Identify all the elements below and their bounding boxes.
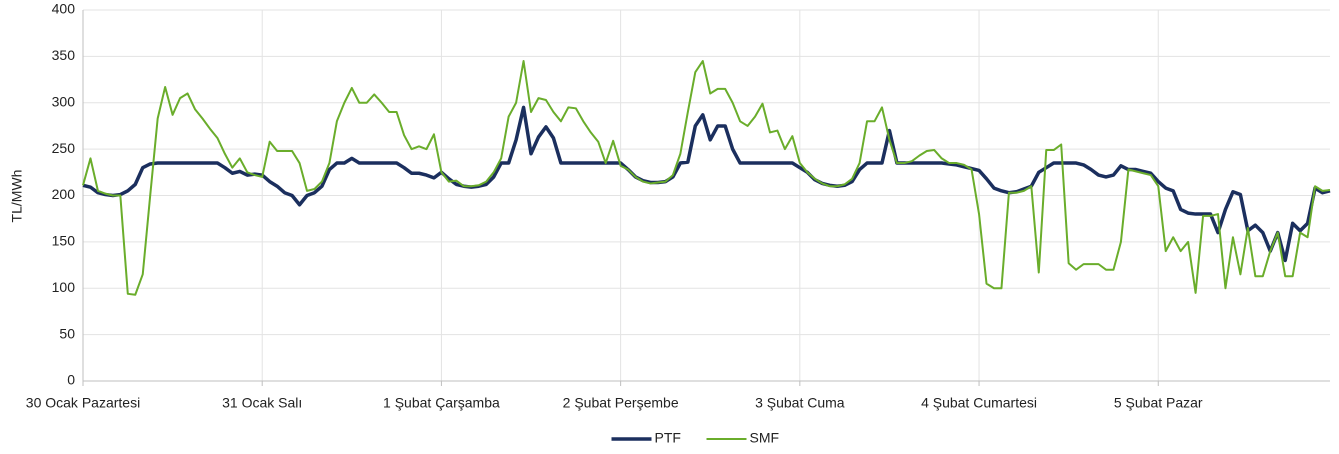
y-axis-label: TL/MWh [9,170,25,223]
y-tick-label: 150 [52,233,76,249]
x-tick-label: 2 Şubat Perşembe [563,395,679,411]
y-tick-label: 50 [59,325,75,341]
y-tick-label: 100 [52,279,76,295]
y-tick-label: 0 [67,372,75,388]
y-tick-label: 350 [52,47,76,63]
y-tick-label: 200 [52,186,76,202]
y-tick-label: 400 [52,1,76,17]
x-tick-label: 31 Ocak Salı [222,395,302,411]
x-tick-label: 5 Şubat Pazar [1114,395,1203,411]
y-tick-label: 300 [52,93,76,109]
line-series [82,60,1331,296]
x-tick-label: 4 Şubat Cumartesi [921,395,1037,411]
legend-label: PTF [655,430,681,446]
x-tick-label: 1 Şubat Çarşamba [383,395,500,411]
legend-label: SMF [750,430,780,446]
line-series [82,105,1331,263]
x-tick-label: 30 Ocak Pazartesi [26,395,140,411]
x-tick-label: 3 Şubat Cuma [755,395,845,411]
y-tick-label: 250 [52,140,76,156]
